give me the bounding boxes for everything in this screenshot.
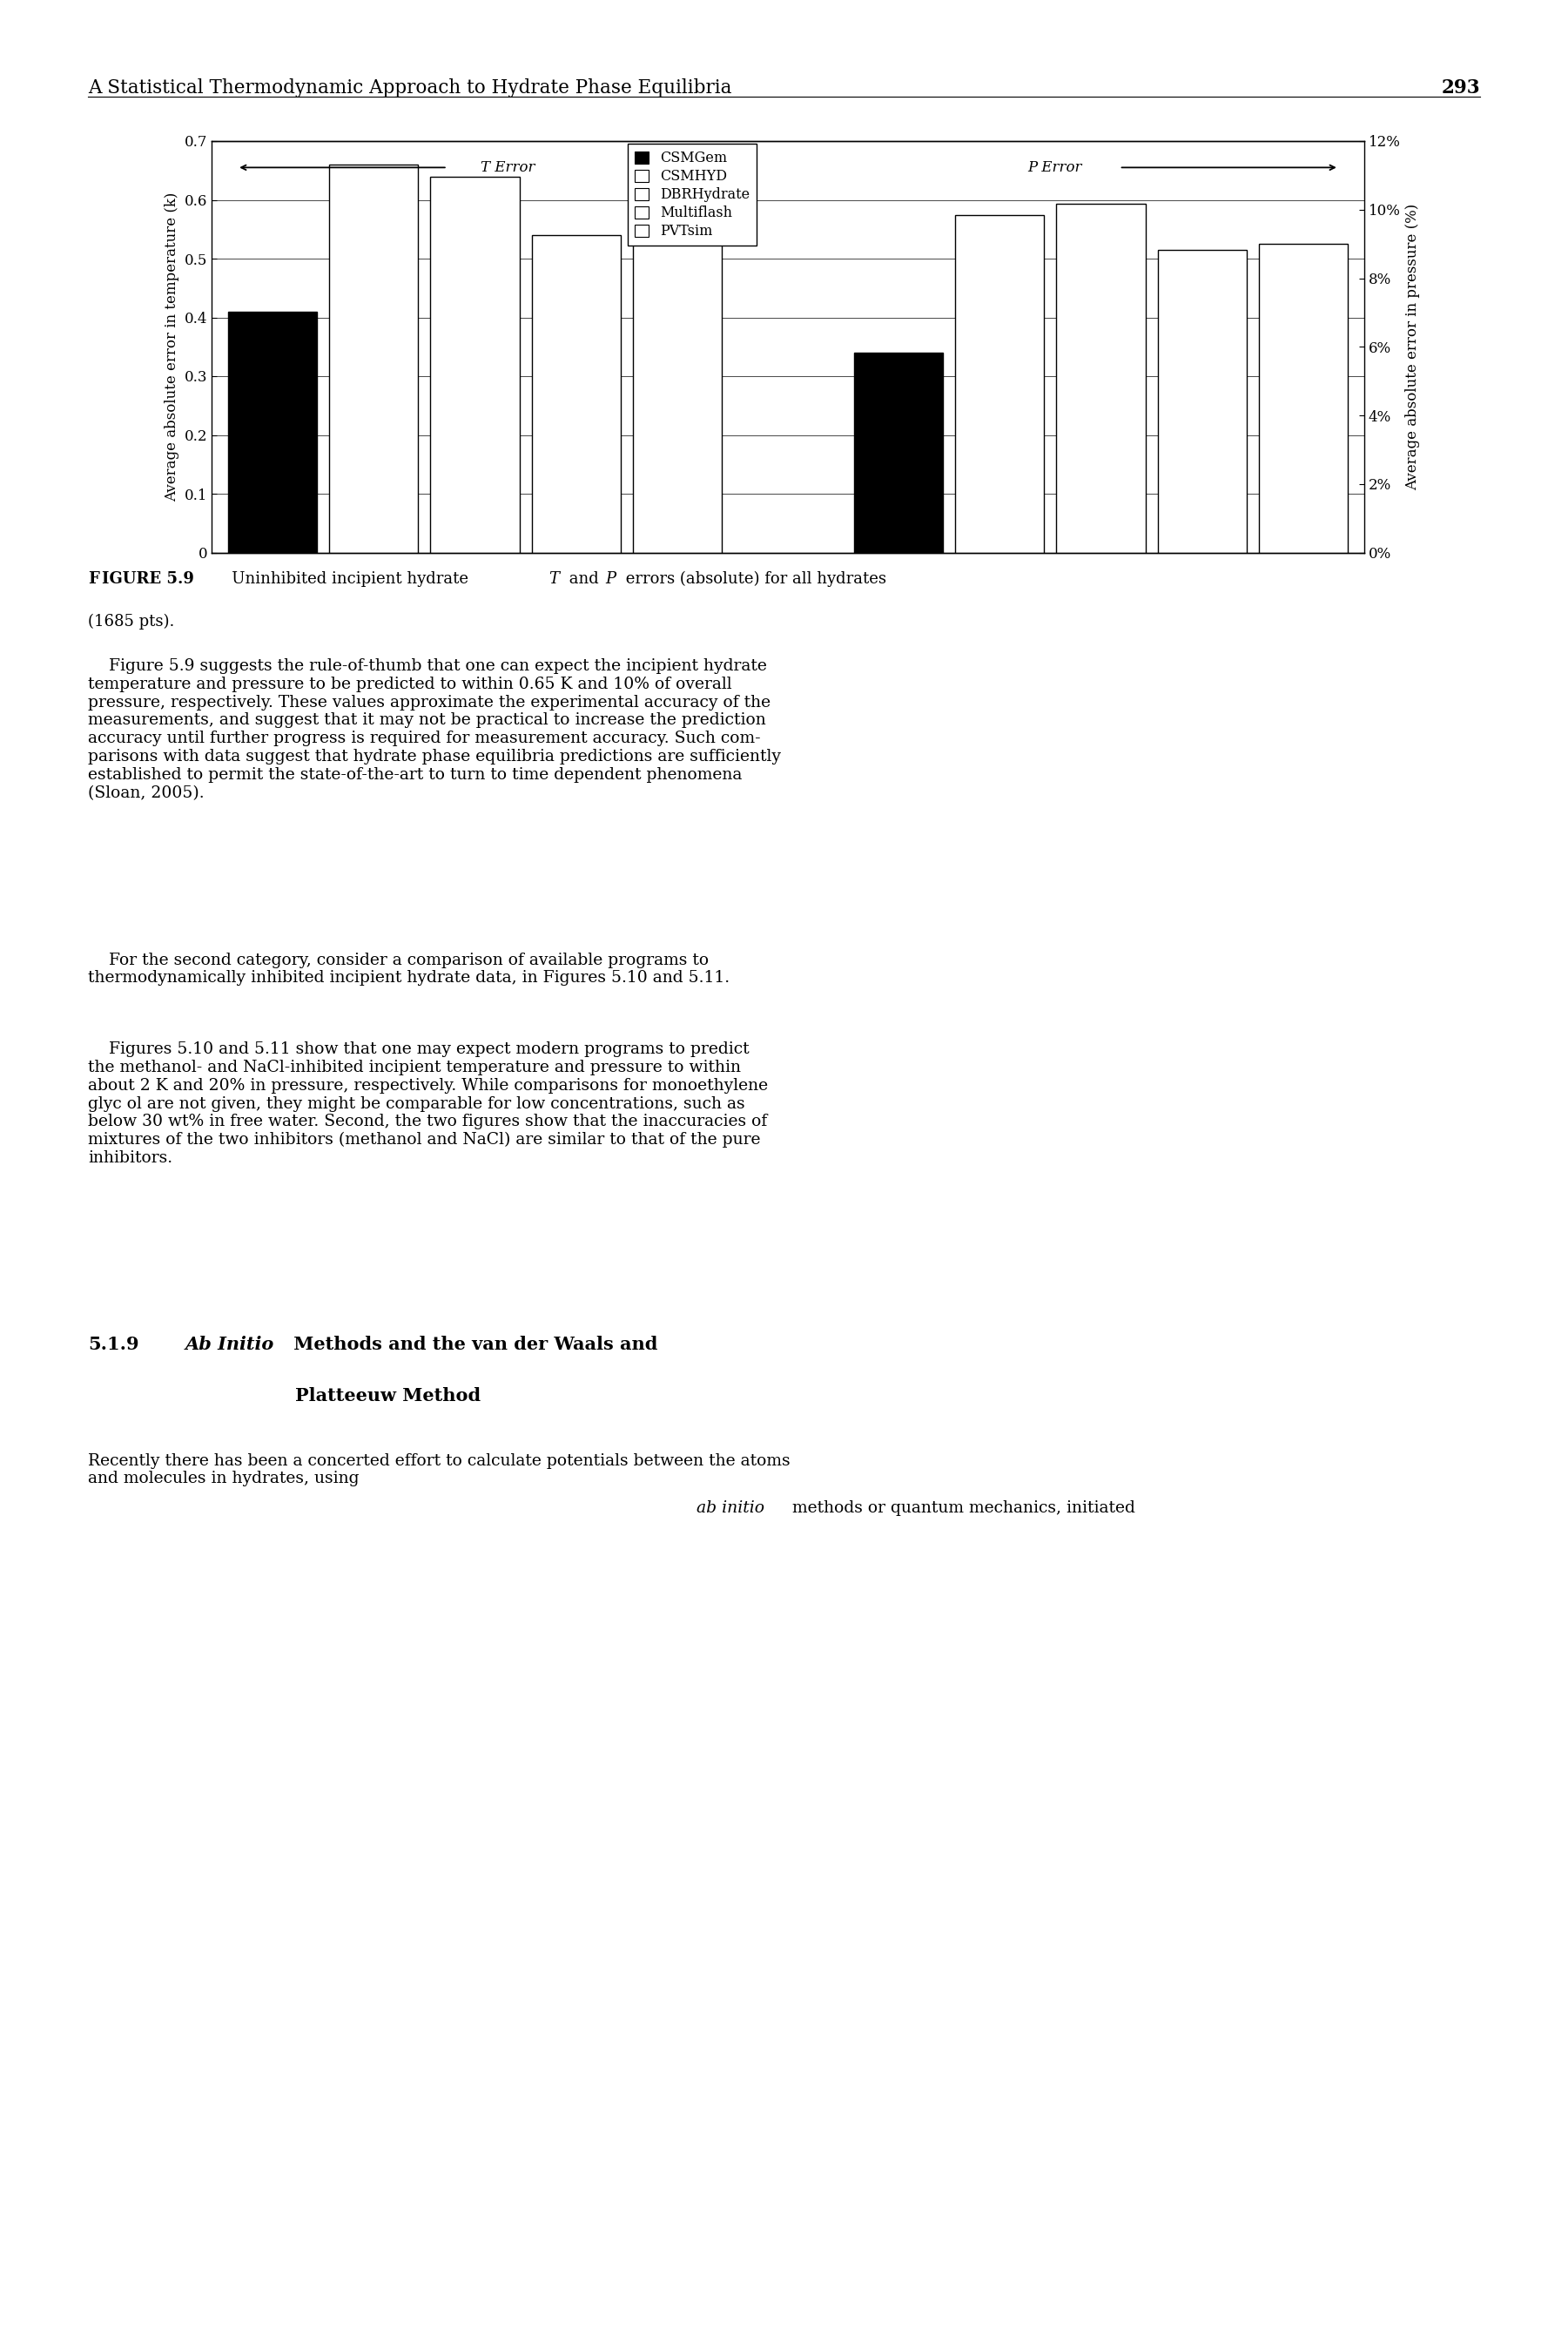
- Legend: CSMGem, CSMHYD, DBRHydrate, Multiflash, PVTsim: CSMGem, CSMHYD, DBRHydrate, Multiflash, …: [627, 143, 756, 247]
- Text: methods or quantum mechanics, initiated: methods or quantum mechanics, initiated: [787, 1500, 1135, 1516]
- Bar: [855, 353, 942, 552]
- Text: Figure 5.9 suggests the rule-of-thumb that one can expect the incipient hydrate
: Figure 5.9 suggests the rule-of-thumb th…: [88, 658, 781, 802]
- Text: Figures 5.10 and 5.11 show that one may expect modern programs to predict
the me: Figures 5.10 and 5.11 show that one may …: [88, 1041, 768, 1166]
- Bar: [430, 176, 519, 552]
- Text: T Error: T Error: [481, 160, 535, 174]
- Text: Recently there has been a concerted effort to calculate potentials between the a: Recently there has been a concerted effo…: [88, 1453, 790, 1486]
- Bar: [1259, 245, 1348, 552]
- Text: (1685 pts).: (1685 pts).: [88, 614, 174, 630]
- Bar: [955, 216, 1044, 552]
- Text: F: F: [88, 571, 99, 588]
- Bar: [633, 235, 721, 552]
- Y-axis label: Average absolute error in pressure (%): Average absolute error in pressure (%): [1405, 205, 1421, 489]
- Bar: [532, 235, 621, 552]
- Text: Uninhibited incipient hydrate: Uninhibited incipient hydrate: [216, 571, 474, 588]
- Bar: [1057, 205, 1146, 552]
- Text: P Error: P Error: [1027, 160, 1082, 174]
- Text: Platteeuw Method: Platteeuw Method: [295, 1387, 480, 1404]
- Bar: [227, 313, 317, 552]
- Text: ab initio: ab initio: [696, 1500, 764, 1516]
- Text: Methods and the van der Waals and: Methods and the van der Waals and: [287, 1335, 657, 1352]
- Text: Ab Initio: Ab Initio: [185, 1335, 274, 1352]
- Text: T: T: [549, 571, 560, 588]
- Text: 293: 293: [1441, 78, 1480, 99]
- Text: A Statistical Thermodynamic Approach to Hydrate Phase Equilibria: A Statistical Thermodynamic Approach to …: [88, 78, 732, 99]
- Bar: [1157, 249, 1247, 552]
- Text: For the second category, consider a comparison of available programs to
thermody: For the second category, consider a comp…: [88, 952, 729, 985]
- Text: 5.1.9: 5.1.9: [88, 1335, 140, 1352]
- Text: IGURE 5.9: IGURE 5.9: [102, 571, 194, 588]
- Text: and: and: [564, 571, 604, 588]
- Text: P: P: [605, 571, 616, 588]
- Y-axis label: Average absolute error in temperature (k): Average absolute error in temperature (k…: [165, 193, 180, 501]
- Text: errors (absolute) for all hydrates: errors (absolute) for all hydrates: [621, 571, 886, 588]
- Bar: [329, 165, 419, 552]
